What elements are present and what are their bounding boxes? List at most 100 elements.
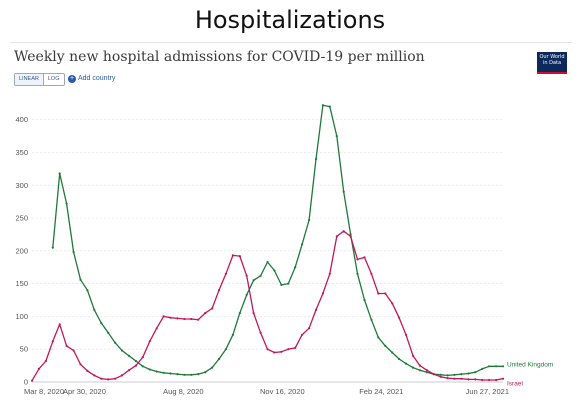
data-point: [308, 327, 311, 330]
data-point: [398, 357, 401, 361]
y-tick-label: 350: [15, 148, 28, 157]
data-point: [363, 298, 366, 302]
data-point: [377, 292, 380, 295]
y-tick-label: 200: [15, 246, 28, 255]
data-point: [259, 331, 262, 334]
x-tick-label: Jun 27, 2021: [466, 387, 509, 396]
data-point: [148, 340, 151, 343]
data-point: [411, 366, 415, 369]
data-point: [162, 315, 165, 318]
data-point: [204, 312, 207, 315]
y-tick-label: 250: [15, 214, 28, 223]
plus-icon: +: [68, 74, 76, 83]
data-point: [238, 312, 241, 315]
data-point: [356, 258, 359, 261]
data-point: [349, 233, 352, 236]
data-point: [252, 312, 255, 315]
data-point: [460, 373, 463, 376]
data-point: [273, 269, 276, 272]
y-axis-ticks: 0 50 100 150 200 250 300 350 400: [15, 115, 28, 386]
data-point: [127, 369, 131, 372]
data-point: [404, 333, 408, 336]
data-point: [474, 378, 477, 381]
data-point: [107, 378, 110, 381]
data-point: [79, 363, 82, 366]
data-point: [107, 331, 110, 334]
add-country-label: Add country: [78, 75, 116, 82]
chart-panel: [10, 42, 572, 403]
data-point: [51, 340, 54, 343]
data-point: [439, 375, 442, 378]
data-point: [58, 323, 61, 326]
data-point: [86, 369, 89, 372]
data-point: [384, 292, 387, 295]
data-point: [58, 172, 61, 175]
data-point: [190, 317, 193, 321]
data-point: [321, 292, 324, 295]
data-point: [301, 243, 304, 246]
data-point: [280, 283, 283, 286]
data-point: [231, 254, 234, 257]
data-point: [335, 135, 338, 138]
data-point: [169, 316, 172, 319]
data-point: [44, 359, 48, 363]
data-point: [467, 378, 470, 381]
series-label-israel: Israel: [507, 381, 523, 388]
data-point: [190, 373, 193, 376]
add-country-button[interactable]: + Add country: [68, 73, 115, 84]
data-point: [321, 104, 324, 107]
data-point: [169, 372, 172, 375]
data-point: [481, 378, 484, 382]
data-point: [217, 289, 221, 292]
data-point: [460, 377, 463, 380]
data-point: [72, 251, 75, 254]
data-point: [287, 348, 290, 351]
data-point: [453, 373, 456, 376]
data-point: [446, 377, 449, 380]
data-point: [141, 365, 144, 368]
data-point: [100, 377, 103, 380]
data-point: [238, 255, 241, 258]
data-point: [287, 282, 290, 285]
data-point: [114, 377, 117, 380]
data-point: [183, 373, 186, 376]
data-point: [148, 368, 151, 371]
y-tick-label: 100: [15, 312, 28, 321]
data-point: [72, 349, 75, 352]
data-point: [501, 365, 505, 368]
data-point: [162, 371, 165, 374]
data-point: [294, 346, 297, 349]
log-scale-button[interactable]: LOG: [47, 76, 60, 82]
data-point: [114, 341, 117, 344]
linear-scale-button[interactable]: LINEAR: [15, 74, 44, 85]
data-point: [488, 378, 491, 382]
data-point: [273, 351, 276, 354]
y-tick-label: 300: [15, 181, 28, 190]
data-point: [231, 333, 234, 336]
series-labels: United Kingdom Israel: [507, 361, 553, 387]
data-point: [328, 105, 331, 108]
series-line-united-kingdom: [52, 104, 503, 377]
data-point: [245, 293, 248, 296]
data-point: [439, 373, 442, 376]
scale-toggle: LINEAR LOG: [14, 73, 65, 86]
data-point: [211, 307, 214, 310]
data-point: [197, 318, 200, 321]
data-point: [301, 333, 304, 336]
data-point: [488, 365, 491, 368]
x-tick-label: Apr 30, 2020: [63, 387, 106, 396]
data-point: [141, 356, 144, 359]
data-point: [370, 272, 373, 275]
data-point: [474, 371, 477, 374]
data-point: [411, 354, 415, 357]
data-point: [377, 336, 380, 339]
data-point: [120, 349, 124, 352]
data-point: [467, 372, 470, 375]
data-point: [453, 377, 456, 380]
data-point: [418, 364, 421, 367]
data-point: [425, 369, 428, 372]
gridlines: [32, 119, 503, 383]
data-point: [30, 379, 34, 382]
data-point: [370, 318, 373, 321]
